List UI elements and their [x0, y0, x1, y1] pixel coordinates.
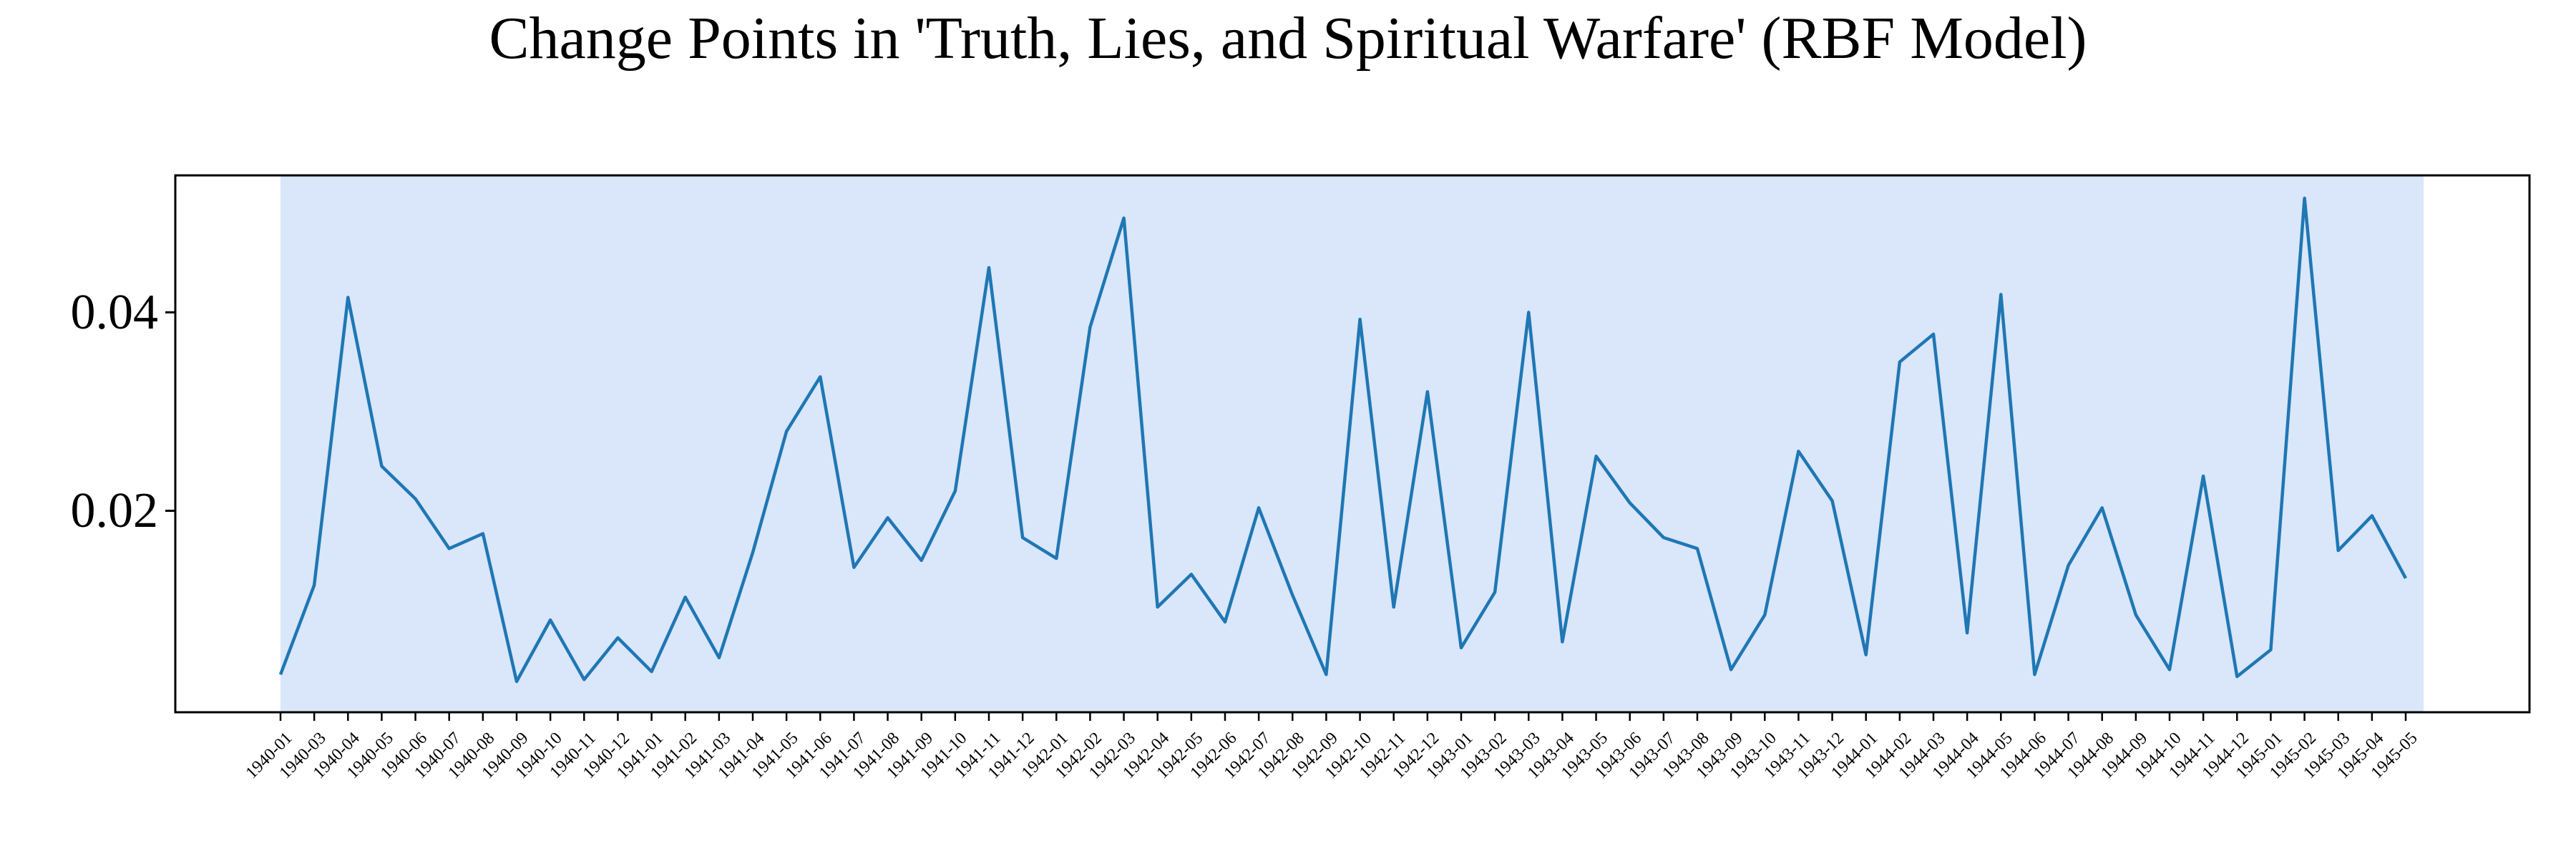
y-axis-ticks: 0.02 0.04 — [71, 285, 175, 538]
x-axis-ticks: 1940-011940-031940-041940-051940-061940-… — [243, 712, 2421, 782]
y-tick-label: 0.02 — [71, 483, 159, 538]
shaded-region — [280, 175, 2424, 712]
y-tick-label: 0.04 — [71, 285, 159, 340]
axes-frame — [174, 174, 2531, 714]
series-line-group — [278, 196, 2407, 684]
series-line — [278, 196, 2407, 684]
chart-title: Change Points in 'Truth, Lies, and Spiri… — [489, 5, 2087, 72]
axes-border — [174, 174, 2531, 714]
plot-background — [280, 175, 2424, 712]
